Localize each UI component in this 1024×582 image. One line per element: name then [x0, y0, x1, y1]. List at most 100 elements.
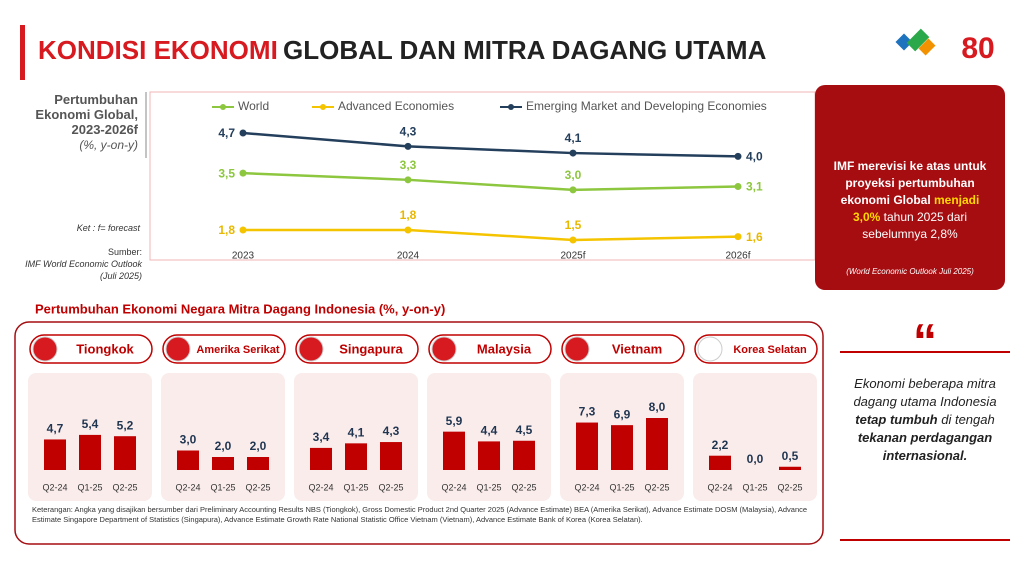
- quote-part: di tengah: [937, 412, 995, 427]
- x-tick-label: Q1-25: [210, 482, 235, 492]
- value-label: 2,0: [250, 439, 267, 453]
- value-label: 4,7: [47, 422, 64, 436]
- bar: [44, 439, 66, 470]
- source-label: Sumber:: [107, 247, 142, 257]
- x-tick-label: Q1-25: [609, 482, 634, 492]
- footnote: Keterangan: Angka yang disajikan bersumb…: [32, 505, 808, 524]
- quote-part: tetap tumbuh: [855, 412, 938, 427]
- legend-marker: [508, 104, 514, 110]
- value-label: 4,3: [383, 424, 400, 438]
- title-dark: GLOBAL DAN MITRA DAGANG UTAMA: [283, 35, 767, 65]
- bar: [212, 457, 234, 470]
- x-tick-label: Q2-25: [644, 482, 669, 492]
- value-label: 8,0: [649, 400, 666, 414]
- country-panel: Vietnam 7,3 Q2-24 6,9 Q1-25 8,0 Q2-25: [560, 334, 685, 501]
- point: [569, 236, 577, 244]
- title-red: KONDISI EKONOMI: [38, 35, 278, 65]
- point: [569, 149, 577, 157]
- x-tick-label: Q2-25: [245, 482, 270, 492]
- imf-part: menjadi: [934, 193, 980, 207]
- bar: [177, 450, 199, 470]
- bar: [310, 447, 332, 470]
- flag: [165, 336, 191, 362]
- quote-mark: “: [913, 316, 937, 369]
- x-tick-label: Q1-25: [476, 482, 501, 492]
- point: [239, 169, 247, 177]
- flag: [298, 336, 324, 362]
- x-tick-label: Q1-25: [742, 482, 767, 492]
- x-tick-label: Q1-25: [343, 482, 368, 492]
- country-pill: [295, 334, 419, 364]
- imf-source: (World Economic Outlook Juli 2025): [846, 267, 974, 276]
- legend-marker: [320, 104, 326, 110]
- bar: [576, 422, 598, 470]
- point: [569, 186, 577, 194]
- country-name: Malaysia: [477, 341, 532, 356]
- bar: [478, 441, 500, 470]
- value-label: 3,0: [565, 168, 582, 182]
- value-label: 3,5: [218, 166, 235, 180]
- line-chart-title: Pertumbuhan Ekonomi Global, 2023-2026f (…: [20, 92, 138, 153]
- line-subtitle: (%, y-on-y): [79, 138, 138, 152]
- bar: [779, 466, 801, 470]
- x-tick-label: Q2-25: [112, 482, 137, 492]
- country-name: Tiongkok: [76, 341, 134, 356]
- country-panel: Singapura 3,4 Q2-24 4,1 Q1-25 4,3 Q2-25: [294, 334, 419, 501]
- value-label: 5,4: [82, 417, 99, 431]
- point: [734, 152, 742, 160]
- bar: [79, 434, 101, 470]
- flag: [564, 336, 590, 362]
- point: [404, 176, 412, 184]
- bar: [247, 457, 269, 470]
- value-label: 4,1: [348, 426, 365, 440]
- country-name: Korea Selatan: [733, 344, 807, 356]
- value-label: 0,0: [747, 452, 764, 466]
- value-label: 5,9: [446, 414, 463, 428]
- country-panel: Malaysia 5,9 Q2-24 4,4 Q1-25 4,5 Q2-25: [427, 334, 552, 501]
- value-label: 4,4: [481, 424, 498, 438]
- imf-text: IMF merevisi ke atas untuk proyeksi pert…: [825, 158, 995, 243]
- point: [734, 233, 742, 241]
- value-label: 1,5: [565, 218, 582, 232]
- value-label: 7,3: [579, 405, 596, 419]
- value-label: 1,6: [746, 230, 763, 244]
- x-tick-label: Q2-25: [511, 482, 536, 492]
- point: [404, 226, 412, 234]
- country-name: Vietnam: [612, 341, 662, 356]
- flag: [697, 336, 723, 362]
- x-tick-label: Q2-25: [378, 482, 403, 492]
- title-accent: [20, 25, 25, 80]
- bar: [646, 418, 668, 470]
- series-line: [243, 228, 739, 242]
- value-label: 3,4: [313, 430, 330, 444]
- value-label: 0,5: [782, 449, 799, 463]
- country-pill: [694, 334, 818, 364]
- value-label: 5,2: [117, 418, 134, 432]
- quote-part: Ekonomi beberapa mitra dagang utama Indo…: [853, 376, 997, 409]
- x-tick-label: Q2-24: [441, 482, 466, 492]
- country-pill: [561, 334, 685, 364]
- value-label: 1,8: [218, 223, 235, 237]
- note: Ket : f= forecast: [76, 223, 140, 233]
- point: [239, 129, 247, 137]
- imf-part: IMF merevisi ke atas untuk proyeksi pert…: [833, 159, 987, 207]
- legend-label: World: [238, 99, 269, 113]
- quote: Ekonomi beberapa mitra dagang utama Indo…: [840, 375, 1010, 465]
- legend-label: Advanced Economies: [338, 99, 454, 113]
- value-label: 2,2: [712, 438, 729, 452]
- x-tick-label: Q2-24: [42, 482, 67, 492]
- flag: [431, 336, 457, 362]
- source-detail: IMF World Economic Outlook (Juli 2025): [25, 259, 142, 281]
- value-label: 4,1: [565, 131, 582, 145]
- quote-part: tekanan perdagangan internasional.: [857, 430, 993, 463]
- country-pill: [428, 334, 552, 364]
- legend-marker: [220, 104, 226, 110]
- bar: [380, 442, 402, 470]
- x-tick-label: 2026f: [725, 251, 750, 262]
- bar: [709, 455, 731, 470]
- country-pill: [162, 334, 286, 364]
- x-tick-label: 2024: [397, 251, 420, 262]
- x-tick-label: Q2-25: [777, 482, 802, 492]
